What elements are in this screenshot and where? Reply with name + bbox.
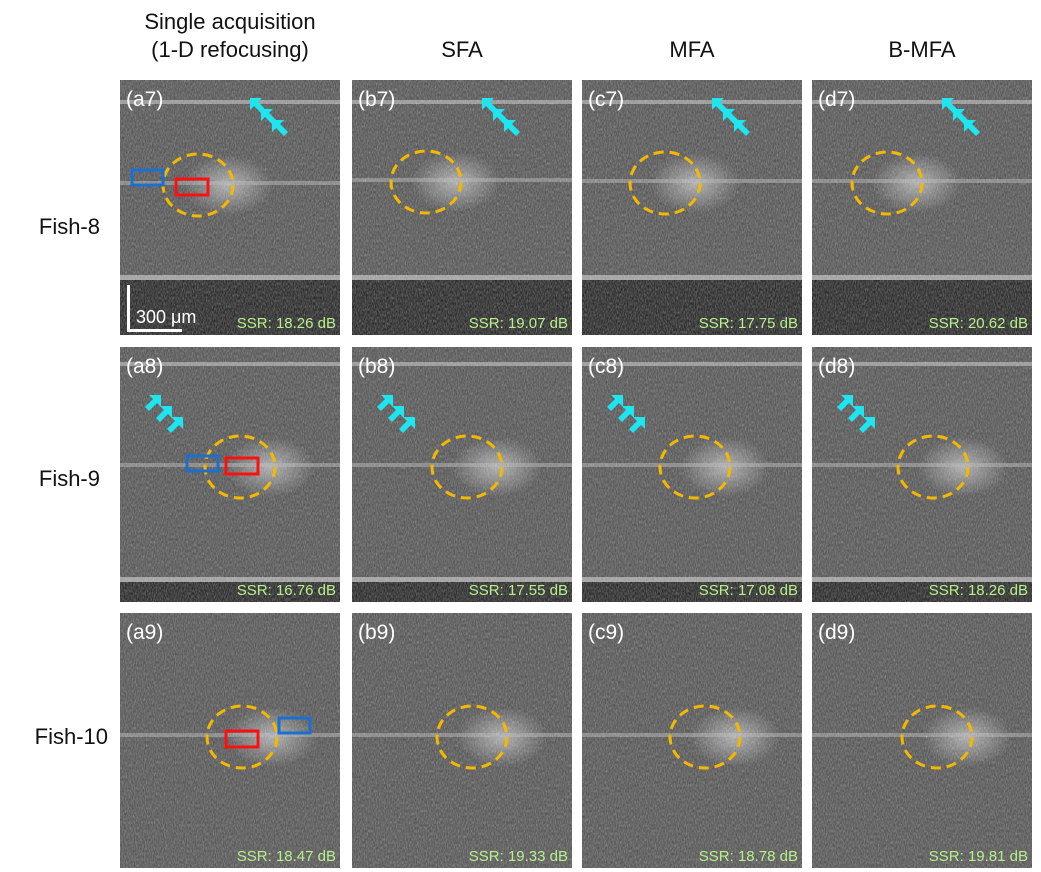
region-ellipse — [896, 434, 970, 500]
panel-label: (d9) — [818, 621, 856, 644]
ssr-value: SSR: 19.81 dB — [928, 848, 1028, 865]
ssr-value: SSR: 19.07 dB — [468, 315, 568, 332]
arrow-icon — [377, 395, 393, 411]
scale-bar-label: 300 μm — [136, 307, 197, 327]
panel-b8: (b8) SSR: 17.55 dB — [352, 347, 572, 602]
arrow-icon — [734, 120, 750, 136]
signal-roi — [174, 177, 210, 197]
panel-label: (a9) — [126, 621, 164, 644]
ssr-value: SSR: 18.47 dB — [236, 848, 336, 865]
oct-image — [582, 613, 802, 868]
background-roi — [185, 454, 220, 473]
oct-image — [352, 80, 572, 335]
panel-d8: (d8) SSR: 18.26 dB — [812, 347, 1032, 602]
arrow-icon — [964, 120, 980, 136]
arrow-icon — [629, 417, 645, 433]
panel-c7: (c7) SSR: 17.75 dB — [582, 80, 802, 335]
ssr-value: SSR: 19.33 dB — [468, 848, 568, 865]
signal-roi — [224, 729, 260, 749]
row-header-fish-9: Fish-9 — [38, 466, 100, 491]
panel-b9: (b9) SSR: 19.33 dB — [352, 613, 572, 868]
region-ellipse — [389, 149, 463, 215]
oct-image — [812, 347, 1032, 602]
column-header-sfa: SFA — [441, 37, 483, 62]
oct-image — [352, 347, 572, 602]
panel-label: (b7) — [358, 88, 396, 111]
arrow-icon — [607, 395, 623, 411]
panel-c8: (c8) SSR: 17.08 dB — [582, 347, 802, 602]
ssr-value: SSR: 18.26 dB — [928, 582, 1028, 599]
oct-image — [352, 613, 572, 868]
background-roi — [130, 168, 165, 187]
panel-label: (b9) — [358, 621, 396, 644]
row-header-fish-8: Fish-8 — [38, 214, 100, 239]
oct-image — [582, 347, 802, 602]
ssr-value: SSR: 17.55 dB — [468, 582, 568, 599]
panel-label: (d8) — [818, 355, 856, 378]
ssr-value: SSR: 17.08 dB — [698, 582, 798, 599]
panel-a8: (a8) SSR: 16.76 dB — [120, 347, 340, 602]
region-ellipse — [430, 434, 504, 500]
arrow-icon — [618, 406, 634, 422]
signal-roi — [224, 456, 260, 476]
panel-d7: (d7) SSR: 20.62 dB — [812, 80, 1032, 335]
panel-a9: (a9) SSR: 18.47 dB — [120, 613, 340, 868]
panel-c9: (c9) SSR: 18.78 dB — [582, 613, 802, 868]
region-ellipse — [628, 150, 702, 216]
panel-label: (c9) — [588, 621, 625, 644]
scale-bar: 300 μm — [127, 285, 196, 332]
ssr-value: SSR: 18.26 dB — [236, 315, 336, 332]
ssr-value: SSR: 16.76 dB — [236, 582, 336, 599]
arrow-icon — [145, 395, 161, 411]
arrow-icon — [504, 120, 520, 136]
arrow-icon — [156, 406, 172, 422]
arrow-icon — [859, 417, 875, 433]
region-ellipse — [900, 704, 974, 770]
region-ellipse — [203, 434, 277, 500]
region-ellipse — [205, 704, 279, 770]
arrow-icon — [837, 395, 853, 411]
background-roi — [277, 716, 312, 735]
panel-d9: (d9) SSR: 19.81 dB — [812, 613, 1032, 868]
column-header-mfa: MFA — [669, 37, 715, 62]
column-header-single: Single acquisition (1-D refocusing) — [144, 9, 316, 62]
oct-image — [120, 347, 340, 602]
panel-label: (c7) — [588, 88, 625, 111]
row-header-fish-10: Fish-10 — [34, 724, 108, 749]
region-ellipse — [658, 434, 732, 500]
ssr-value: SSR: 18.78 dB — [698, 848, 798, 865]
arrow-icon — [399, 417, 415, 433]
arrow-icon — [388, 406, 404, 422]
oct-image — [120, 613, 340, 868]
ssr-value: SSR: 17.75 dB — [698, 315, 798, 332]
arrow-icon — [272, 120, 288, 136]
oct-image — [812, 80, 1032, 335]
region-ellipse — [668, 704, 742, 770]
panel-a7: (a7) SSR: 18.26 dB 300 μm — [120, 80, 340, 335]
ssr-value: SSR: 20.62 dB — [928, 315, 1028, 332]
panel-b7: (b7) SSR: 19.07 dB — [352, 80, 572, 335]
panel-label: (c8) — [588, 355, 625, 378]
panel-label: (a8) — [126, 355, 164, 378]
region-ellipse — [850, 150, 924, 216]
arrow-icon — [848, 406, 864, 422]
arrow-icon — [167, 417, 183, 433]
panel-label: (b8) — [358, 355, 396, 378]
oct-image — [120, 80, 340, 335]
panel-label: (d7) — [818, 88, 856, 111]
oct-image — [812, 613, 1032, 868]
region-ellipse — [435, 704, 509, 770]
column-header-bmfa: B-MFA — [888, 37, 956, 62]
panel-label: (a7) — [126, 88, 164, 111]
oct-image — [582, 80, 802, 335]
